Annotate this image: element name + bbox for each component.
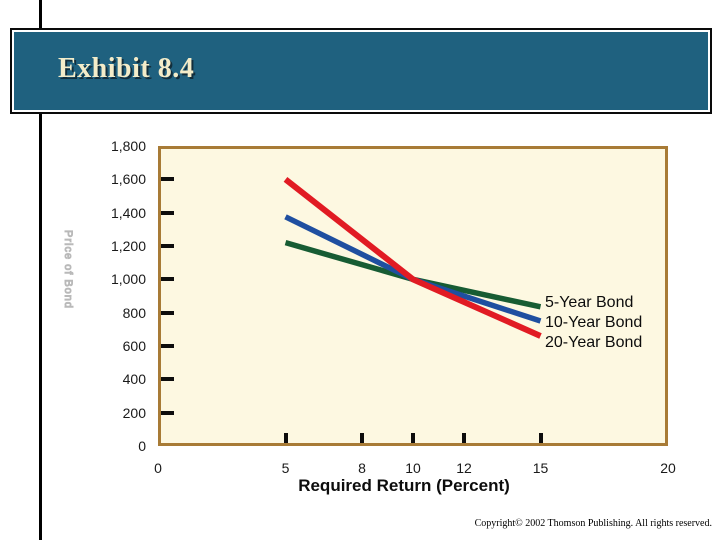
x-tick-label: 0 (154, 460, 162, 476)
y-tick-label: 1,800 (110, 138, 146, 154)
y-tick-label: 1,400 (110, 204, 146, 221)
y-tick-mark (161, 277, 174, 282)
y-tick-label: 200 (122, 404, 146, 421)
y-tick-mark (161, 310, 174, 315)
title-bar: Exhibit 8.4 (10, 28, 712, 114)
y-tick-label: 1,000 (110, 271, 146, 288)
legend-item-20-year-bond: 20-Year Bond (545, 334, 643, 351)
y-tick-mark (161, 344, 174, 348)
left-accent-line (39, 0, 42, 540)
y-tick-label: 400 (122, 371, 146, 388)
y-tick-mark (161, 210, 174, 215)
y-tick-mark (161, 410, 174, 415)
y-tick-label: 800 (122, 304, 146, 321)
y-tick-label: 600 (122, 338, 146, 354)
x-tick-label: 12 (456, 460, 472, 476)
y-tick-label: 1,200 (110, 238, 146, 254)
y-tick-mark (161, 244, 174, 248)
slide-title: Exhibit 8.4 (58, 53, 195, 84)
x-tick-label: 15 (532, 460, 549, 476)
legend-item-10-year-bond: 10-Year Bond (545, 314, 643, 331)
title-bar-fill: Exhibit 8.4 (14, 32, 708, 110)
x-tick-mark (360, 433, 364, 443)
legend: 5-Year Bond 10-Year Bond 20-Year Bond (545, 293, 642, 353)
x-tick-mark (462, 433, 466, 443)
x-tick-label: 20 (660, 460, 676, 476)
x-tick-mark (283, 433, 288, 443)
legend-item-5-year-bond: 5-Year Bond (545, 294, 634, 311)
x-tick-label: 5 (281, 460, 290, 476)
x-axis-title: Required Return (Percent) (298, 476, 510, 495)
x-tick-label: 8 (358, 460, 366, 476)
copyright-notice: Copyright© 2002 Thomson Publishing. All … (474, 518, 712, 529)
y-tick-label: 1,600 (110, 171, 146, 188)
x-tick-mark (411, 433, 415, 443)
y-tick-mark (161, 377, 174, 382)
x-tick-mark (538, 433, 543, 443)
y-tick-mark (161, 177, 174, 182)
y-axis-title: Price of Bond (62, 229, 75, 310)
x-tick-label: 10 (405, 460, 421, 476)
y-tick-label: 0 (138, 438, 146, 454)
